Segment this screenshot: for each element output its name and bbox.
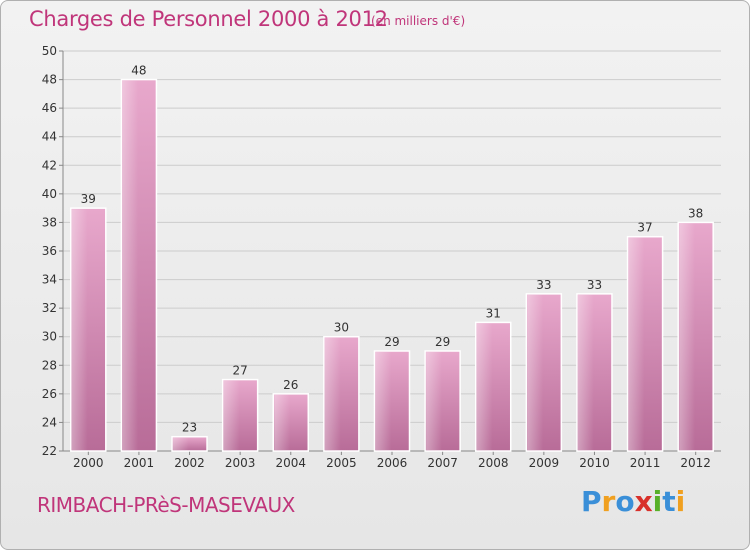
data-label: 29 (384, 335, 399, 349)
logo-letter: r (601, 485, 616, 518)
x-tick-label: 2009 (529, 456, 560, 470)
bar-highlight (274, 394, 291, 450)
y-tick-label: 24 (42, 415, 57, 429)
data-label: 38 (688, 206, 703, 220)
x-tick-label: 2006 (377, 456, 408, 470)
data-label: 29 (435, 335, 450, 349)
y-tick-label: 26 (42, 387, 57, 401)
x-tick-label: 2004 (275, 456, 306, 470)
x-tick-label: 2003 (225, 456, 256, 470)
x-tick-label: 2001 (124, 456, 155, 470)
bar-highlight (476, 323, 493, 450)
y-tick-label: 44 (42, 130, 57, 144)
bar-highlight (628, 237, 645, 450)
y-tick-label: 48 (42, 73, 57, 87)
x-tick-label: 2008 (478, 456, 509, 470)
data-label: 23 (182, 421, 197, 435)
y-tick-label: 40 (42, 187, 57, 201)
y-tick-label: 34 (42, 273, 57, 287)
y-tick-label: 50 (42, 44, 57, 58)
y-tick-label: 32 (42, 301, 57, 315)
y-tick-label: 36 (42, 244, 57, 258)
y-tick-label: 38 (42, 215, 57, 229)
x-tick-label: 2002 (174, 456, 205, 470)
bar-highlight (122, 80, 139, 451)
data-label: 26 (283, 378, 298, 392)
logo-letter: i (652, 485, 663, 518)
y-tick-label: 28 (42, 358, 57, 372)
bar-highlight (324, 337, 341, 450)
proxiti-logo[interactable]: Proxiti (581, 485, 685, 518)
logo-letter: o (615, 485, 635, 518)
bar-highlight (173, 437, 189, 450)
data-label: 33 (587, 278, 602, 292)
data-label: 48 (131, 64, 146, 78)
bar-highlight (223, 380, 240, 450)
logo-letter: P (581, 485, 602, 518)
x-tick-label: 2007 (427, 456, 458, 470)
chart-title: Charges de Personnel 2000 à 2012 (29, 7, 388, 31)
data-label: 31 (486, 306, 501, 320)
bar-highlight (577, 294, 594, 450)
x-tick-label: 2011 (630, 456, 661, 470)
y-tick-label: 46 (42, 101, 57, 115)
bar-highlight (71, 209, 88, 450)
y-tick-label: 42 (42, 158, 57, 172)
data-label: 37 (637, 221, 652, 235)
data-label: 30 (334, 321, 349, 335)
logo-letter: t (662, 485, 676, 518)
x-tick-label: 2010 (579, 456, 610, 470)
data-label: 39 (81, 192, 96, 206)
x-tick-label: 2012 (680, 456, 711, 470)
logo-letter: x (634, 485, 653, 518)
bar-highlight (679, 223, 695, 450)
x-tick-label: 2005 (326, 456, 357, 470)
logo-letter: i (675, 485, 686, 518)
y-tick-label: 22 (42, 444, 57, 458)
bar-highlight (375, 352, 392, 450)
chart-unit: (en milliers d'€) (371, 14, 466, 28)
y-tick-label: 30 (42, 330, 57, 344)
commune-name: RIMBACH-PRèS-MASEVAUX (37, 493, 295, 517)
bar-highlight (527, 294, 544, 450)
data-label: 33 (536, 278, 551, 292)
bar-highlight (426, 352, 442, 450)
data-label: 27 (233, 364, 248, 378)
x-tick-label: 2000 (73, 456, 104, 470)
